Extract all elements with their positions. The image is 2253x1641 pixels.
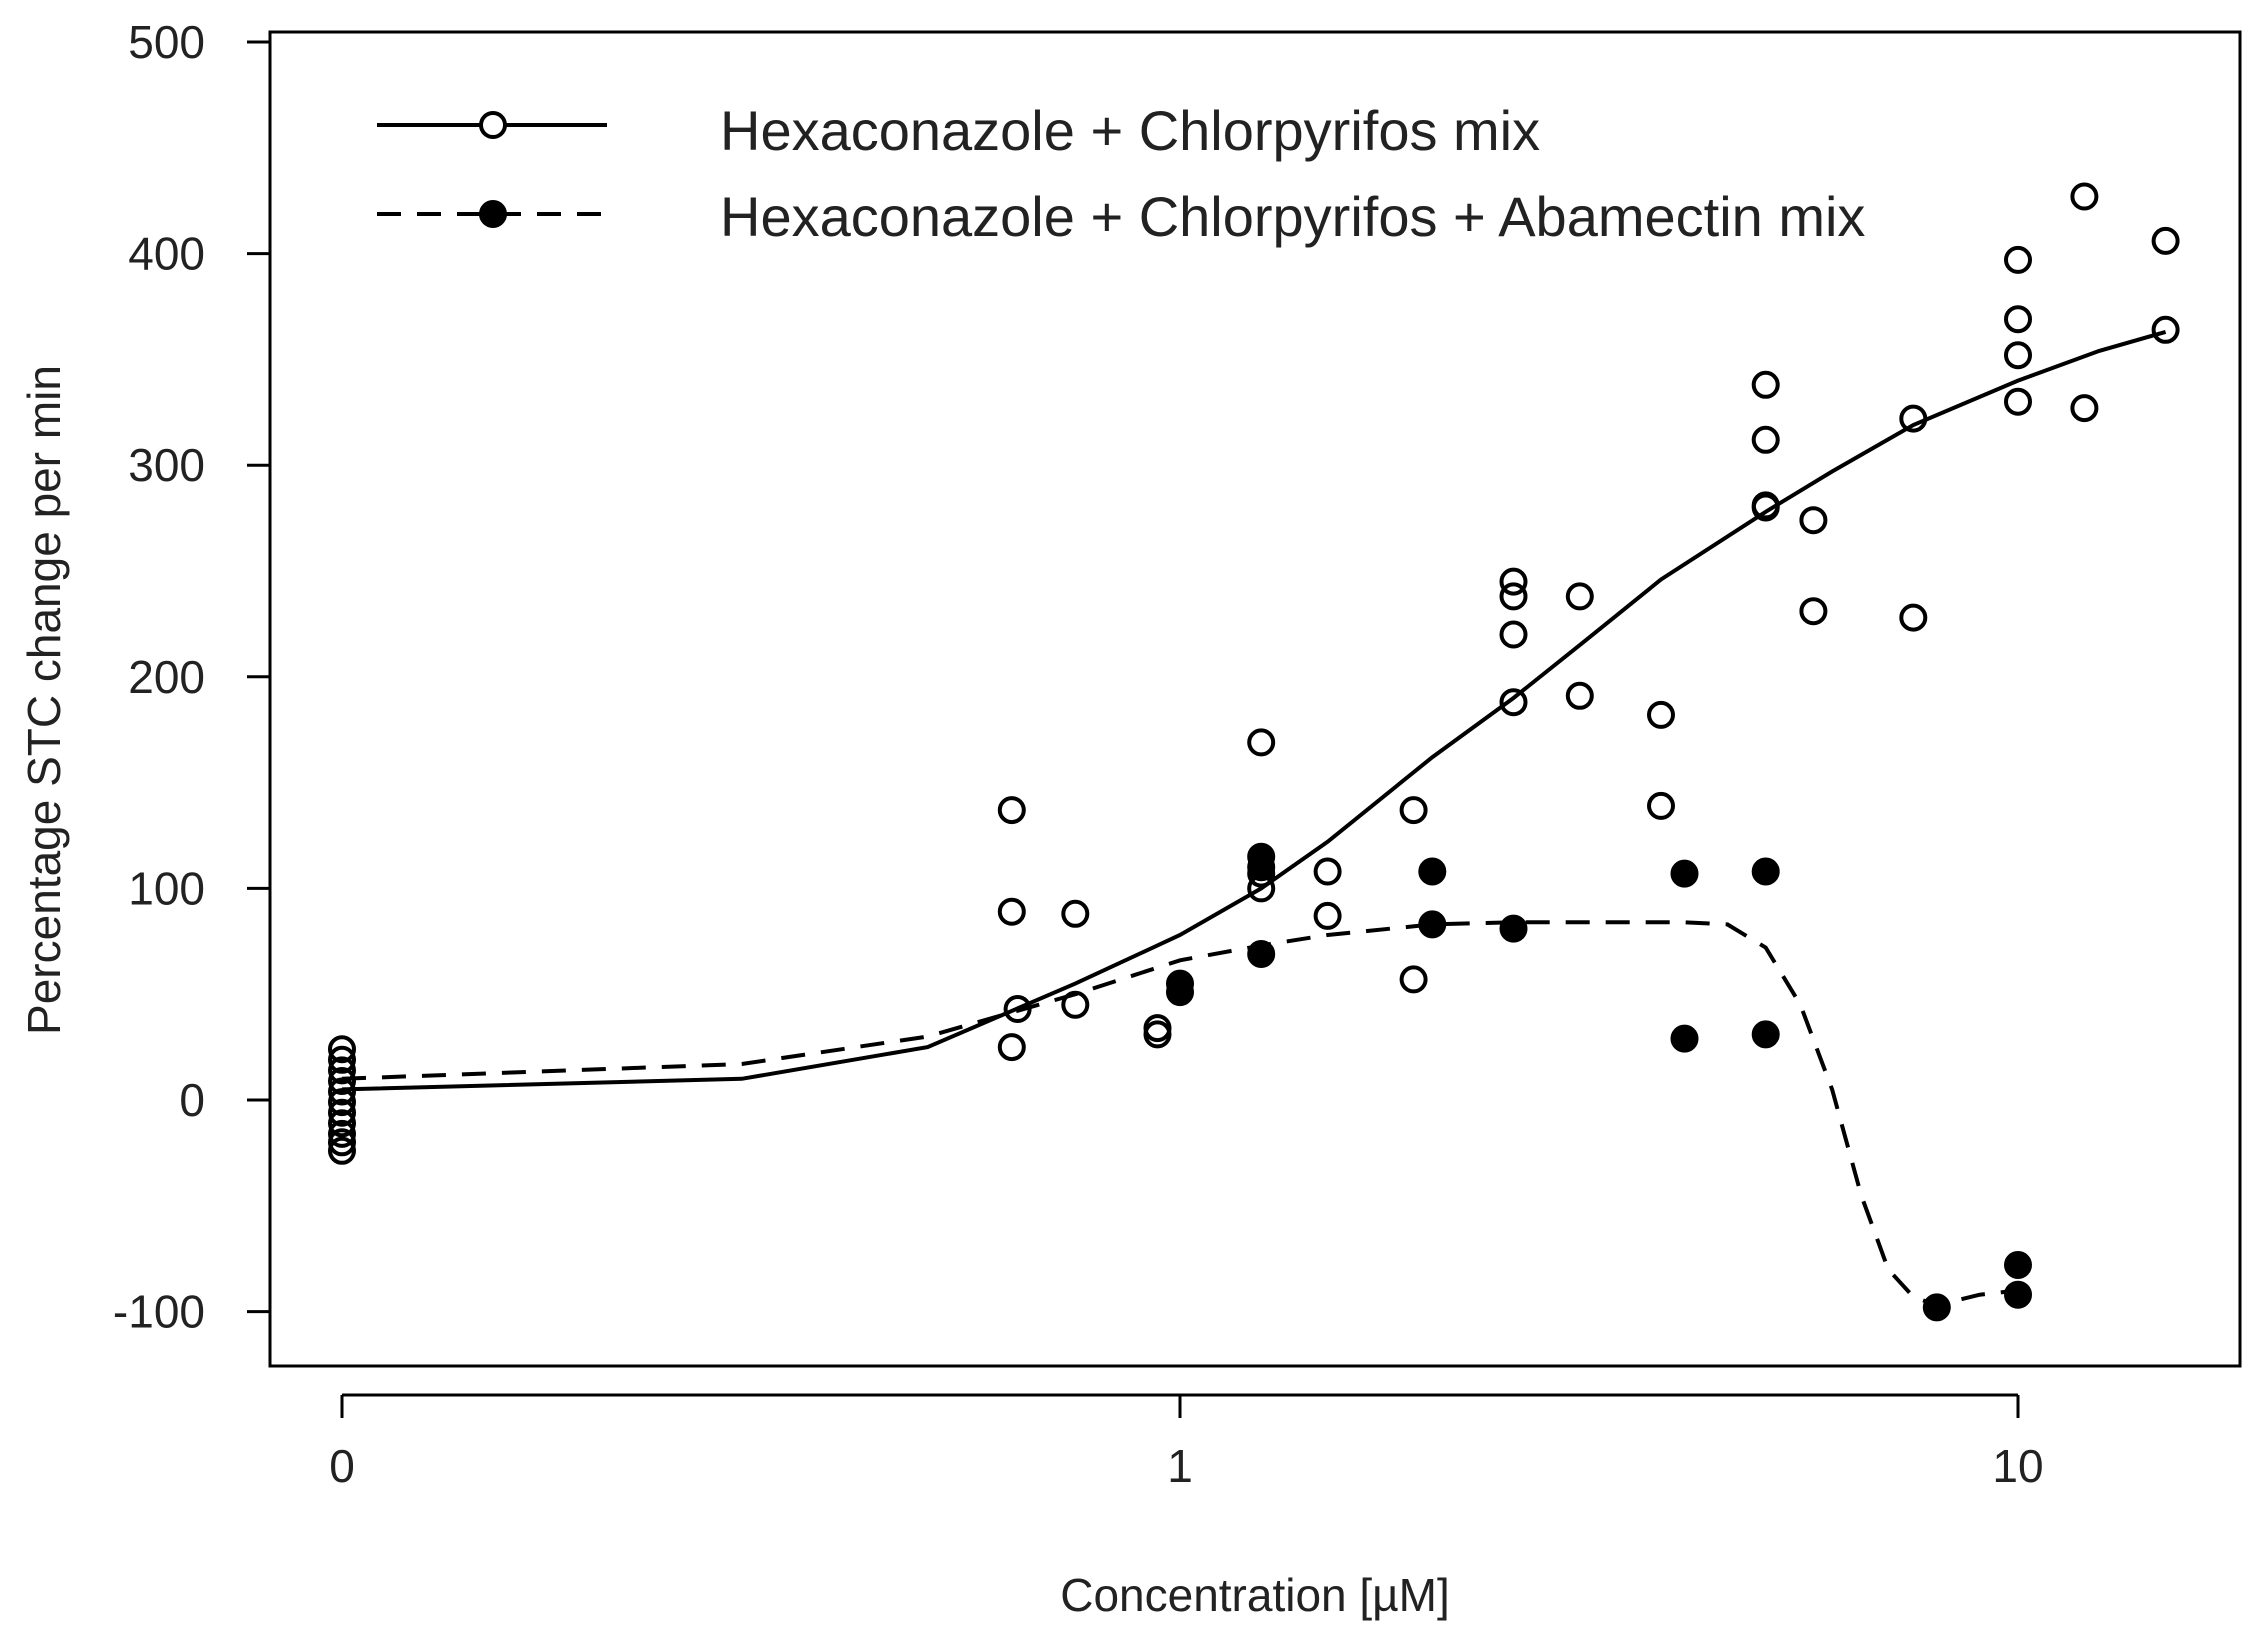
point-hca (1247, 940, 1276, 968)
point-hca (2004, 1251, 2032, 1279)
point-hc (328, 1067, 356, 1095)
y-axis: 500 400 300 200 100 0 -100 (113, 16, 270, 1338)
legend-marker-filled-circle (479, 200, 507, 228)
point-hc (2070, 182, 2099, 211)
point-hc (1899, 404, 1928, 433)
point-hc (328, 1077, 356, 1106)
point-hc (997, 897, 1026, 926)
point-hc (1565, 681, 1594, 710)
point-hc (2151, 315, 2180, 344)
point-hc (328, 1136, 356, 1165)
point-hc (1751, 370, 1780, 399)
point-hc (1399, 796, 1428, 825)
point-hc (1499, 582, 1528, 611)
point-hca (1166, 978, 1194, 1007)
legend: Hexaconazole + Chlorpyrifos mix Hexacona… (377, 99, 1865, 248)
point-hc (1061, 899, 1090, 928)
point-hc (1565, 582, 1594, 611)
point-hc (328, 1128, 356, 1157)
y-tick-label: 200 (128, 651, 205, 703)
point-hc (328, 1109, 356, 1138)
point-hc (1647, 791, 1675, 820)
legend-marker-open-circle (479, 111, 507, 139)
legend-label-hc: Hexaconazole + Chlorpyrifos mix (720, 99, 1540, 162)
point-hc (1499, 620, 1528, 649)
point-hc (2004, 341, 2032, 370)
point-hc (328, 1056, 356, 1085)
y-tick-label: -100 (113, 1286, 205, 1338)
point-hc (1751, 425, 1780, 454)
x-tick-label: 10 (1992, 1440, 2043, 1492)
point-hc (1313, 901, 1342, 930)
point-hca (1247, 853, 1276, 882)
point-hca (1418, 910, 1447, 939)
x-axis-title: Concentration [µM] (1060, 1569, 1450, 1621)
point-hc (1143, 1020, 1172, 1049)
point-hc (2004, 305, 2032, 334)
point-hc (1647, 700, 1675, 729)
y-axis-title: Percentage STC change per min (18, 365, 70, 1035)
point-hc (1499, 688, 1528, 717)
point-hc (1247, 728, 1276, 757)
point-hc (2004, 387, 2032, 416)
point-hc (1499, 567, 1528, 596)
x-tick-label: 1 (1167, 1440, 1193, 1492)
point-hc (328, 1045, 356, 1074)
point-hc (2004, 245, 2032, 274)
point-hc (997, 796, 1026, 825)
point-hc (328, 1088, 356, 1117)
fit-lines (341, 329, 2167, 1308)
x-tick-label: 0 (329, 1440, 355, 1492)
point-hc (1313, 857, 1342, 886)
point-hc (2151, 226, 2180, 255)
data-points (328, 182, 2180, 1322)
point-hc (1899, 603, 1928, 632)
x-axis: 0 1 10 (329, 1393, 2044, 1492)
point-hc (997, 1033, 1026, 1062)
y-tick-label: 400 (128, 228, 205, 280)
legend-item-hc: Hexaconazole + Chlorpyrifos mix (377, 99, 1540, 162)
point-hc (328, 1035, 356, 1064)
y-tick-label: 0 (179, 1074, 205, 1126)
point-hc (1799, 506, 1828, 535)
point-hc (1061, 990, 1090, 1019)
point-hca (1418, 857, 1447, 886)
plot-frame (268, 30, 2242, 1368)
point-hca (1751, 857, 1780, 886)
point-hc (328, 1119, 356, 1148)
point-hc (328, 1098, 356, 1127)
point-hc (2070, 394, 2099, 423)
y-tick-label: 100 (128, 862, 205, 914)
point-hca (1922, 1293, 1951, 1322)
point-hca (1499, 914, 1528, 943)
point-hc (1751, 493, 1780, 522)
point-hca (2004, 1280, 2032, 1309)
legend-item-hca: Hexaconazole + Chlorpyrifos + Abamectin … (377, 185, 1865, 248)
y-tick-label: 500 (128, 16, 205, 68)
point-hca (1670, 859, 1699, 888)
point-hca (1670, 1024, 1699, 1053)
fit-line-hca (341, 920, 2019, 1308)
legend-label-hca: Hexaconazole + Chlorpyrifos + Abamectin … (720, 185, 1865, 248)
point-hc (1003, 995, 1032, 1023)
point-hc (1399, 965, 1428, 994)
fit-line-hc (341, 329, 2167, 1092)
point-hc (1799, 597, 1828, 626)
y-tick-label: 300 (128, 439, 205, 491)
point-hca (1751, 1020, 1780, 1049)
